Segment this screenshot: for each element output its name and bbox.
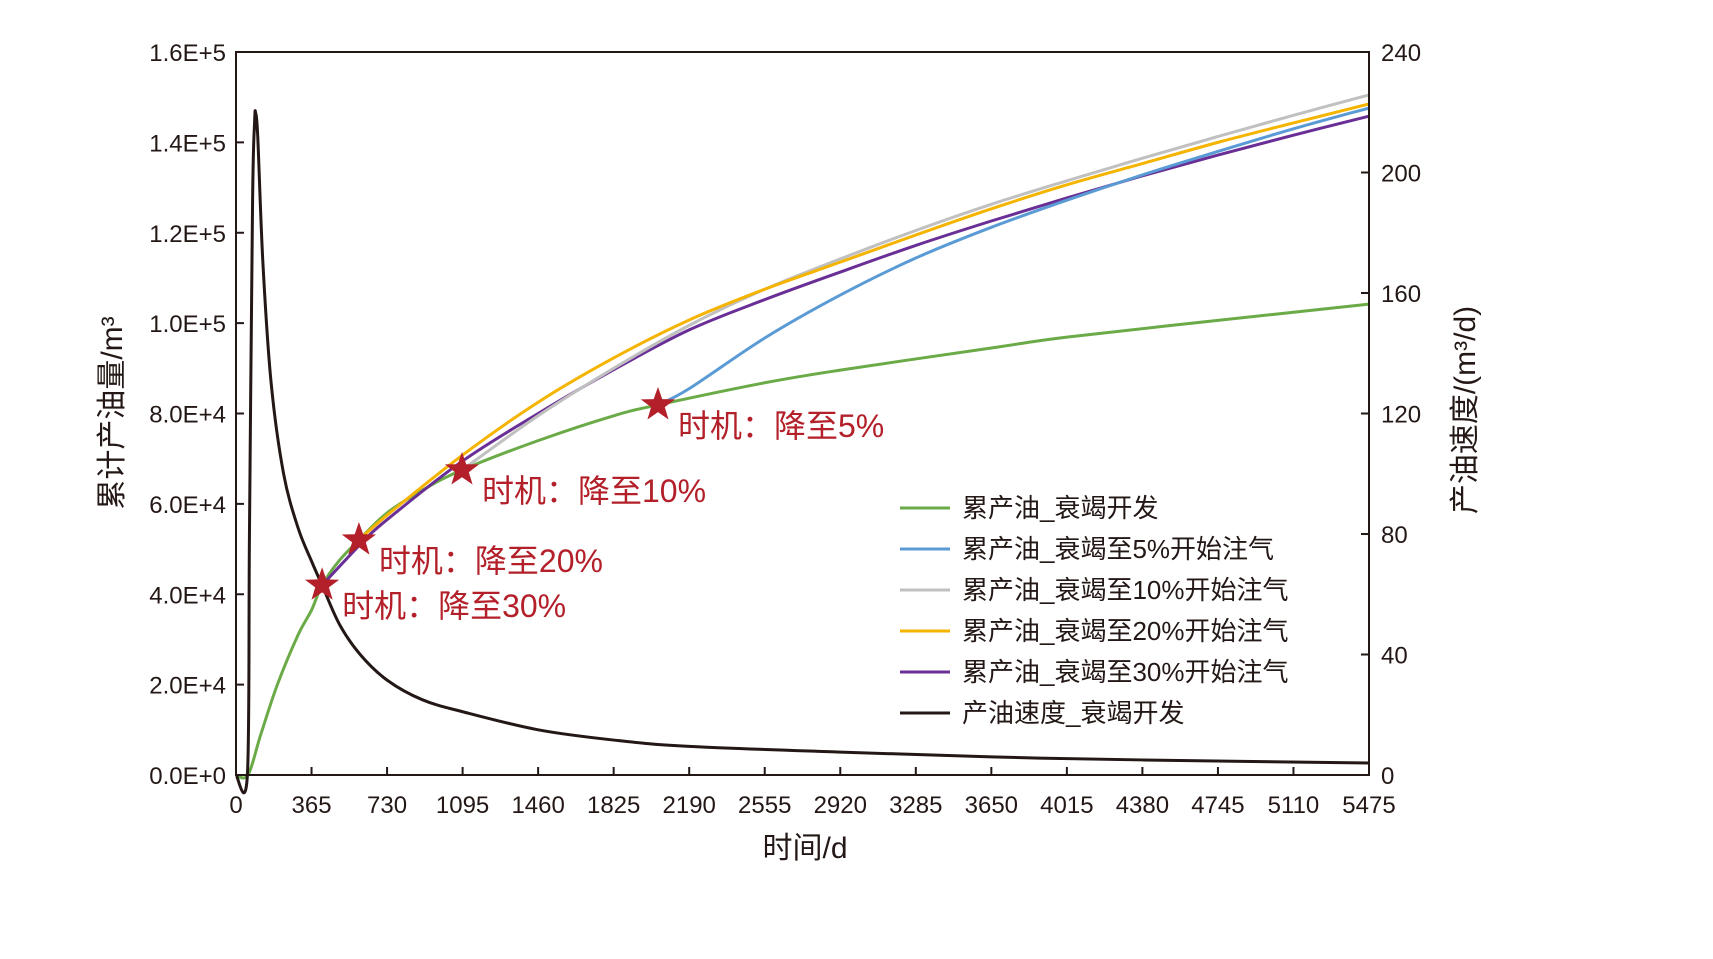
series-line-4	[320, 114, 1370, 587]
y-right-tick-label: 40	[1381, 643, 1408, 670]
y-axis-right: 0 40 80 120 160 200 240	[1361, 40, 1421, 790]
x-tick-label: 0	[229, 792, 242, 819]
x-tick-label: 1825	[587, 792, 640, 819]
x-tick-label: 4745	[1191, 792, 1244, 819]
star-marker	[640, 386, 676, 420]
legend: 累产油_衰竭开发累产油_衰竭至5%开始注气累产油_衰竭至10%开始注气累产油_衰…	[900, 493, 1289, 728]
legend-label: 累产油_衰竭至5%开始注气	[962, 534, 1274, 564]
y-axis-left: 0.0E+0 2.0E+4 4.0E+4 6.0E+4 8.0E+4 1.0E+5 1.2E…	[149, 40, 244, 790]
series-line-1	[657, 106, 1370, 407]
legend-label: 累产油_衰竭至20%开始注气	[962, 616, 1289, 646]
x-tick-label: 5110	[1268, 792, 1320, 819]
x-tick-label: 4015	[1040, 792, 1093, 819]
annotation-label: 时机：降至30%	[342, 588, 566, 624]
series-line-5	[234, 109, 1370, 795]
y-right-tick-label: 200	[1381, 161, 1421, 188]
x-tick-label: 1095	[436, 792, 489, 819]
x-tick-label: 730	[367, 792, 407, 819]
x-tick-label: 3650	[965, 792, 1018, 819]
x-tick-label: 2555	[738, 792, 791, 819]
y-right-tick-label: 240	[1381, 40, 1421, 67]
y-tick-label: 1.4E+5	[149, 130, 226, 157]
legend-label: 累产油_衰竭至10%开始注气	[962, 575, 1289, 605]
x-tick-label: 1460	[511, 792, 564, 819]
series-line-3	[357, 102, 1370, 542]
y-axis-left-title: 累计产油量/m³	[96, 316, 129, 509]
x-tick-label: 2920	[814, 792, 867, 819]
star-marker	[341, 522, 376, 555]
annotation-label: 时机：降至5%	[678, 408, 884, 444]
y-tick-label: 8.0E+4	[149, 402, 226, 429]
x-axis: 0 365 730 1095 1460 1825 2190 2555 2920 3285 3650 4…	[229, 767, 1396, 819]
y-right-tick-label: 80	[1381, 522, 1408, 549]
x-tick-label: 5475	[1342, 792, 1395, 819]
annotation-label: 时机：降至20%	[379, 543, 603, 579]
x-tick-label: 4380	[1116, 792, 1169, 819]
y-right-tick-label: 0	[1381, 763, 1394, 790]
x-axis-title: 时间/d	[762, 832, 847, 865]
series-line-2	[461, 93, 1370, 472]
x-tick-label: 3285	[889, 792, 942, 819]
y-tick-label: 2.0E+4	[149, 673, 226, 700]
y-tick-label: 1.6E+5	[149, 40, 226, 67]
y-right-tick-label: 120	[1381, 402, 1421, 429]
y-tick-label: 1.2E+5	[149, 221, 226, 248]
x-tick-label: 2190	[663, 792, 716, 819]
y-right-tick-label: 160	[1381, 281, 1421, 308]
star-marker	[305, 567, 340, 600]
y-axis-right-title: 产油速度/(m³/d)	[1449, 306, 1482, 514]
legend-label: 累产油_衰竭至30%开始注气	[962, 657, 1289, 687]
annotation-label: 时机：降至10%	[482, 473, 706, 509]
y-tick-label: 6.0E+4	[149, 492, 226, 519]
star-marker	[444, 452, 480, 485]
legend-label: 累产油_衰竭开发	[962, 493, 1158, 523]
y-tick-label: 0.0E+0	[149, 763, 226, 790]
legend-label: 产油速度_衰竭开发	[962, 698, 1184, 728]
annotation-layer: 时机：降至5% 时机：降至10% 时机：降至20% 时机：降至30%	[305, 386, 884, 624]
x-tick-label: 365	[292, 792, 332, 819]
y-tick-label: 1.0E+5	[149, 311, 226, 338]
y-tick-label: 4.0E+4	[149, 582, 226, 609]
